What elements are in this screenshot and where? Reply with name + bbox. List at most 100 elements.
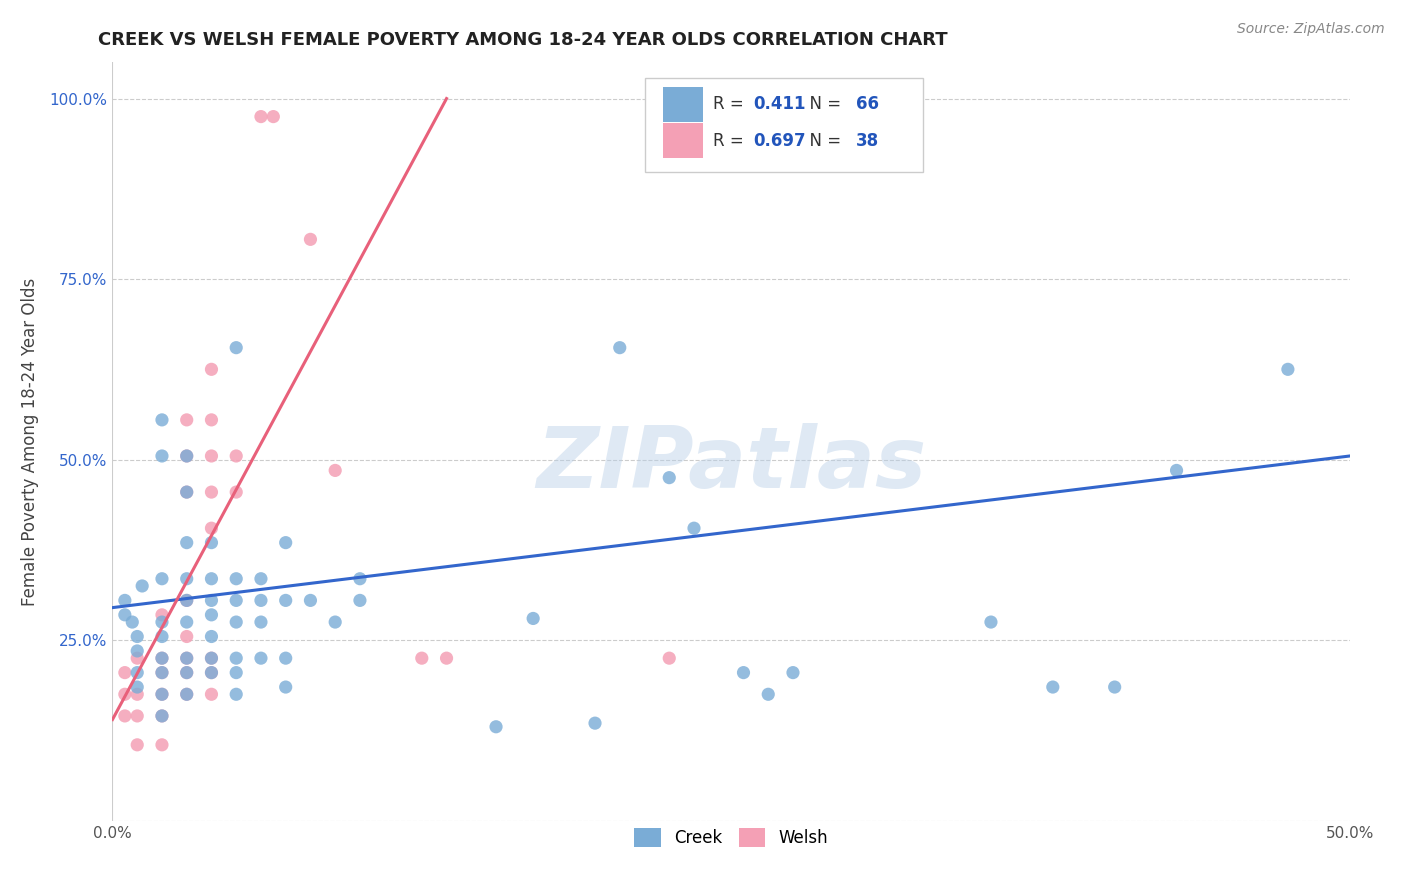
Point <box>176 687 198 701</box>
Point <box>150 572 173 586</box>
Point <box>250 615 273 629</box>
Point <box>200 607 222 622</box>
Point <box>522 611 544 625</box>
Text: R =: R = <box>713 95 748 113</box>
Point <box>176 449 198 463</box>
Point <box>127 709 149 723</box>
Point <box>250 651 273 665</box>
Point <box>176 449 198 463</box>
Text: 66: 66 <box>856 95 879 113</box>
Point <box>114 607 136 622</box>
Point <box>127 687 149 701</box>
Point <box>127 665 149 680</box>
Point <box>176 615 198 629</box>
Point <box>176 485 198 500</box>
Point <box>225 615 247 629</box>
Point <box>127 651 149 665</box>
Point <box>225 593 247 607</box>
Legend: Creek, Welsh: Creek, Welsh <box>627 822 835 854</box>
Point <box>411 651 433 665</box>
Point <box>225 485 247 500</box>
Point <box>200 449 222 463</box>
Point <box>274 651 297 665</box>
Point <box>299 232 322 246</box>
Point <box>200 572 222 586</box>
Point <box>1166 463 1188 477</box>
Text: Source: ZipAtlas.com: Source: ZipAtlas.com <box>1237 22 1385 37</box>
Point <box>733 665 755 680</box>
Point <box>176 413 198 427</box>
Text: R =: R = <box>713 131 748 150</box>
Text: 38: 38 <box>856 131 879 150</box>
Point <box>250 110 273 124</box>
FancyBboxPatch shape <box>664 123 703 158</box>
Point <box>176 535 198 549</box>
Point <box>200 485 222 500</box>
Point <box>225 572 247 586</box>
FancyBboxPatch shape <box>664 87 703 121</box>
Point <box>349 572 371 586</box>
Point <box>131 579 153 593</box>
Point <box>150 687 173 701</box>
Point <box>121 615 143 629</box>
Point <box>150 630 173 644</box>
Point <box>176 593 198 607</box>
Point <box>150 709 173 723</box>
Point <box>583 716 606 731</box>
Point <box>250 572 273 586</box>
Point <box>200 630 222 644</box>
Point <box>1277 362 1299 376</box>
Point <box>323 615 346 629</box>
Point <box>200 665 222 680</box>
Point <box>200 687 222 701</box>
Point <box>150 651 173 665</box>
Point <box>225 687 247 701</box>
Point <box>150 738 173 752</box>
Point <box>225 449 247 463</box>
Point <box>200 593 222 607</box>
Point <box>980 615 1002 629</box>
Point <box>114 593 136 607</box>
Point <box>200 362 222 376</box>
Point <box>1042 680 1064 694</box>
Text: ZIPatlas: ZIPatlas <box>536 423 927 506</box>
Point <box>176 593 198 607</box>
Point <box>225 341 247 355</box>
Point <box>200 413 222 427</box>
Point <box>262 110 284 124</box>
Point <box>176 572 198 586</box>
Point <box>658 651 681 665</box>
Point <box>225 651 247 665</box>
Point <box>176 651 198 665</box>
Point <box>658 470 681 484</box>
Point <box>176 687 198 701</box>
Point <box>200 651 222 665</box>
Point <box>150 651 173 665</box>
Point <box>200 535 222 549</box>
Point <box>250 593 273 607</box>
Point <box>782 665 804 680</box>
Point <box>200 521 222 535</box>
Point <box>485 720 508 734</box>
Point <box>349 593 371 607</box>
Point <box>150 615 173 629</box>
Point <box>114 687 136 701</box>
Y-axis label: Female Poverty Among 18-24 Year Olds: Female Poverty Among 18-24 Year Olds <box>21 277 38 606</box>
Point <box>150 665 173 680</box>
Point <box>436 651 458 665</box>
Point <box>127 680 149 694</box>
Point <box>176 485 198 500</box>
Text: N =: N = <box>799 131 846 150</box>
Point <box>127 644 149 658</box>
Point <box>176 630 198 644</box>
Point <box>150 665 173 680</box>
Point <box>756 687 779 701</box>
Point <box>274 680 297 694</box>
Point <box>114 665 136 680</box>
Point <box>200 665 222 680</box>
Point <box>127 738 149 752</box>
Point <box>683 521 706 535</box>
Point <box>225 665 247 680</box>
Point <box>274 593 297 607</box>
Point <box>323 463 346 477</box>
